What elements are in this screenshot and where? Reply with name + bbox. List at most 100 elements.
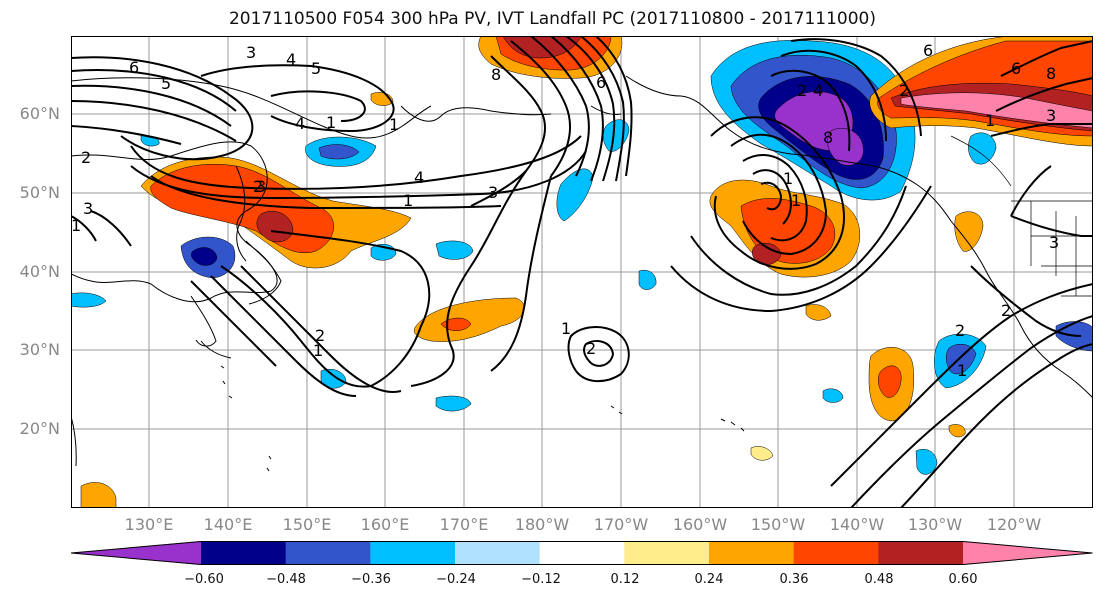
contour-label: 8 [491,65,501,84]
ivt-positive-region [440,317,472,331]
ivt-negative-region [435,240,474,260]
colorbar-segment [878,541,964,565]
ivt-negative-region [968,132,997,165]
contour-label: 3 [488,183,498,202]
lat-label: 60°N [19,104,60,123]
colorbar-tick: −0.12 [521,572,561,587]
lon-label: 130°E [124,515,174,534]
ivt-positive-region [502,36,582,59]
lon-label: 160°E [360,515,410,534]
colorbar-segment [624,541,710,565]
lat-label: 30°N [19,340,60,359]
colorbar-tick: −0.36 [351,572,391,587]
contour-label: 6 [923,41,933,60]
contour-label: 1 [985,111,995,130]
contour-label: 5 [311,59,321,78]
contour-label: 3 [83,199,93,218]
map-title: 2017110500 F054 300 hPa PV, IVT Landfall… [228,9,876,29]
colorbar-segment [285,541,371,565]
colorbar-segment [709,541,795,565]
ivt-negative-region [191,247,218,266]
ivt-negative-region [915,448,938,475]
colorbar-segment [793,541,879,565]
lon-label: 150°W [750,515,806,534]
ivt-positive-region [752,243,782,265]
contour-label: 1 [791,191,801,210]
contour-label: 1 [783,169,793,188]
contour-label: 3 [1049,233,1059,252]
colorbar [70,541,1093,569]
lon-label: 160°W [672,515,728,534]
contour-label: 8 [1046,64,1056,83]
pv-contours [71,36,1093,508]
ivt-negative-region [435,395,472,412]
contour-label: 2 [586,339,596,358]
contour-labels: 6 5 4 3 2 1 8 6 5 4 3 2 1 1 2 2 1 1 2 6 … [71,41,1059,380]
contour-label: 3 [1046,106,1056,125]
colorbar-tick: 0.12 [610,572,640,587]
contour-label: 1 [403,191,413,210]
ivt-positive-region [256,210,294,243]
lon-label: 140°E [203,515,253,534]
colorbar-tick: −0.60 [184,572,224,587]
lon-label: 170°E [439,515,489,534]
contour-label: 1 [389,115,399,134]
contour-label: 2 [81,148,91,167]
contour-label: 4 [286,50,296,69]
colorbar-tick: −0.48 [266,572,306,587]
contour-label: 2 [797,81,807,100]
ivt-negative-region [318,144,360,160]
contour-label: 4 [295,114,305,133]
contour-label: 1 [313,341,323,360]
ivt-positive-region [413,297,525,342]
colorbar-segment [539,541,625,565]
colorbar-segment [201,541,287,565]
contour-label: 2 [1001,301,1011,320]
colorbar-segment [370,541,456,565]
ivt-negative-region [556,168,594,222]
coastlines [71,75,1093,467]
lon-label: 140°W [829,515,885,534]
contour-label: 8 [823,128,833,147]
colorbar-tick: 0.48 [864,572,894,587]
ivt-positive-region [954,211,984,252]
ivt-positive-region [80,482,117,508]
lon-label: 180°W [514,515,570,534]
lat-label: 20°N [19,419,60,438]
map-panel: 6 5 4 3 2 1 8 6 5 4 3 2 1 1 2 2 1 1 2 6 … [71,36,1093,508]
contour-label: 1 [957,361,967,380]
lon-label: 170°W [593,515,649,534]
contour-label: 2 [315,326,325,345]
ivt-negative-region [946,343,977,375]
ivt-negative-region [71,292,107,308]
lon-label: 150°E [282,515,332,534]
contour-label: 6 [129,58,139,77]
lat-label: 50°N [19,183,60,202]
contour-label: 4 [414,168,424,187]
ivt-negative-region [638,270,657,290]
contour-label: 1 [71,216,81,235]
contour-label: 1 [326,113,336,132]
contour-label: 3 [246,43,256,62]
contour-label: 2 [955,321,965,340]
colorbar-segment [71,541,201,565]
lat-label: 40°N [19,262,60,281]
colorbar-outline [70,541,1093,565]
political-borders [950,135,1093,297]
ivt-positive-region [805,304,832,321]
contour-label: 2 [899,81,909,100]
ivt-positive-region [750,446,774,461]
ivt-negative-region [822,388,844,403]
lon-label: 130°W [907,515,963,534]
colorbar-segment [455,541,541,565]
lon-label: 120°W [986,515,1042,534]
ivt-positive-region [948,424,966,438]
islands [220,365,745,472]
ivt-positive-region [878,365,902,398]
colorbar-tick: 0.60 [948,572,978,587]
colorbar-tick: −0.24 [436,572,476,587]
contour-label: 6 [596,73,606,92]
colorbar-segment [963,541,1093,565]
contour-label: 5 [161,74,171,93]
contour-label: 2 [253,177,263,196]
